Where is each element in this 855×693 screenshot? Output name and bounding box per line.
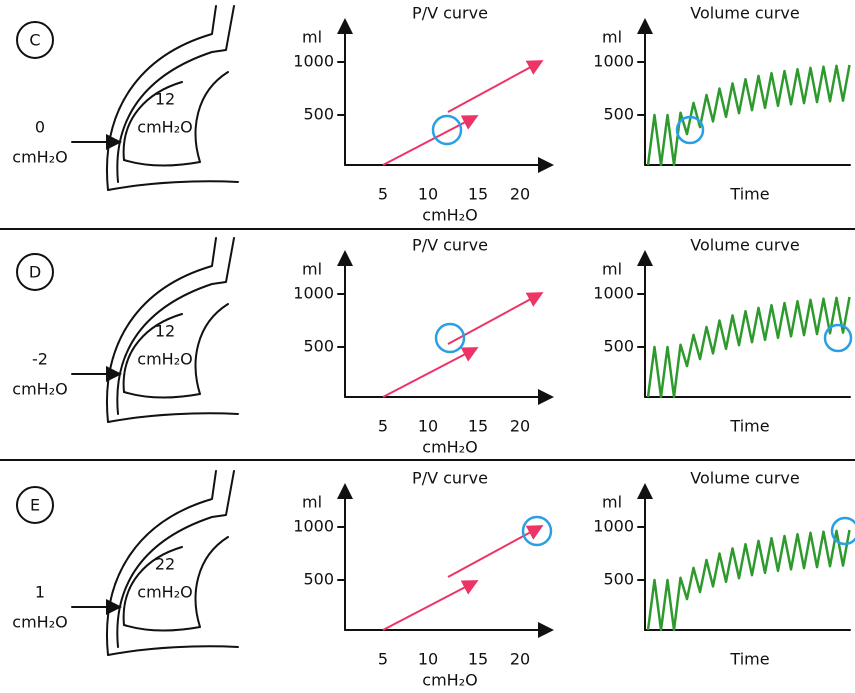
y-axis-label: ml [302, 28, 322, 47]
x-axis-label: cmH₂O [422, 671, 477, 690]
highlight [830, 516, 855, 546]
y-tick-label: 1000 [293, 52, 334, 71]
y-tick-label: 500 [303, 337, 334, 356]
pv-arrow [382, 580, 479, 631]
y-axis-label: ml [602, 28, 622, 47]
y-axis-label: ml [602, 493, 622, 512]
outside-pressure: 0 [35, 118, 45, 137]
lung-outline [123, 536, 229, 632]
lung-outline [116, 5, 235, 183]
alveolar-pressure: 22 [155, 555, 175, 574]
lung-outline [107, 412, 239, 423]
x-tick-label: 20 [510, 417, 530, 436]
pv-title: P/V curve [412, 469, 488, 488]
lung-outline [107, 645, 239, 656]
alveolar-unit: cmH₂O [137, 583, 192, 602]
x-axis-label: cmH₂O [422, 206, 477, 225]
outside-unit: cmH₂O [12, 613, 67, 632]
outside-pressure: -2 [32, 350, 48, 369]
x-axis-label: cmH₂O [422, 438, 477, 457]
highlight [434, 322, 466, 354]
y-tick-label: 500 [603, 570, 634, 589]
label-circle [16, 253, 54, 291]
highlight [431, 114, 463, 146]
x-tick-label: 20 [510, 185, 530, 204]
y-axis-label: ml [602, 260, 622, 279]
y-axis-label: ml [302, 260, 322, 279]
pv-arrow [447, 60, 544, 113]
x-tick-label: 10 [418, 650, 438, 669]
lung-outline [122, 546, 183, 626]
pv-title: P/V curve [412, 236, 488, 255]
highlight [675, 115, 705, 145]
y-tick-label: 1000 [293, 284, 334, 303]
label-circle [16, 21, 54, 59]
x-axis-label: Time [729, 650, 769, 669]
label-circle [16, 486, 54, 524]
x-tick-label: 10 [418, 185, 438, 204]
panel-label: D [29, 263, 41, 282]
y-axis-label: ml [302, 493, 322, 512]
y-tick-label: 1000 [593, 52, 634, 71]
panel: D -2 cmH₂O 12 cmH₂O P/V curve ml 500 1000 5 10 15 20… [12, 236, 853, 457]
lung-outline [106, 470, 217, 656]
x-tick-label: 5 [378, 650, 388, 669]
x-tick-label: 5 [378, 417, 388, 436]
panel-label: E [30, 496, 40, 515]
alveolar-pressure: 12 [155, 90, 175, 109]
outside-unit: cmH₂O [12, 148, 67, 167]
y-tick-label: 500 [303, 105, 334, 124]
x-axis-label: Time [729, 185, 769, 204]
pv-arrow [447, 292, 544, 345]
lung-outline [107, 180, 239, 191]
lung-outline [106, 5, 217, 191]
highlight [823, 323, 853, 353]
pv-arrow [382, 347, 479, 398]
y-tick-label: 1000 [593, 284, 634, 303]
pv-title: P/V curve [412, 4, 488, 23]
x-axis-label: Time [729, 417, 769, 436]
volume-title: Volume curve [690, 4, 799, 23]
outside-pressure: 1 [35, 583, 45, 602]
lung-outline [116, 237, 235, 415]
y-tick-label: 1000 [293, 517, 334, 536]
outside-unit: cmH₂O [12, 380, 67, 399]
x-tick-label: 15 [468, 650, 488, 669]
panel-label: C [29, 31, 40, 50]
y-tick-label: 1000 [593, 517, 634, 536]
alveolar-pressure: 12 [155, 322, 175, 341]
x-tick-label: 10 [418, 417, 438, 436]
y-tick-label: 500 [303, 570, 334, 589]
x-tick-label: 15 [468, 185, 488, 204]
volume-trace [646, 64, 851, 167]
lung-outline [123, 303, 229, 399]
lung-outline [116, 470, 235, 648]
panel: E 1 cmH₂O 22 cmH₂O P/V curve ml 500 1000 5 10 15 20 c… [12, 469, 855, 690]
volume-trace [646, 296, 851, 399]
x-tick-label: 20 [510, 650, 530, 669]
pv-arrow [382, 115, 479, 166]
y-tick-label: 500 [603, 337, 634, 356]
lung-outline [122, 81, 183, 161]
volume-title: Volume curve [690, 236, 799, 255]
highlight [521, 515, 553, 547]
volume-title: Volume curve [690, 469, 799, 488]
pv-arrow [447, 525, 544, 578]
y-tick-label: 500 [603, 105, 634, 124]
alveolar-unit: cmH₂O [137, 350, 192, 369]
alveolar-unit: cmH₂O [137, 118, 192, 137]
panel: C 0 cmH₂O 12 cmH₂O P/V curve ml 500 1000 5 10 15 20 c… [12, 4, 851, 225]
lung-outline [123, 71, 229, 167]
volume-trace [646, 529, 851, 632]
x-tick-label: 5 [378, 185, 388, 204]
x-tick-label: 15 [468, 417, 488, 436]
lung-outline [106, 237, 217, 423]
lung-outline [122, 313, 183, 393]
